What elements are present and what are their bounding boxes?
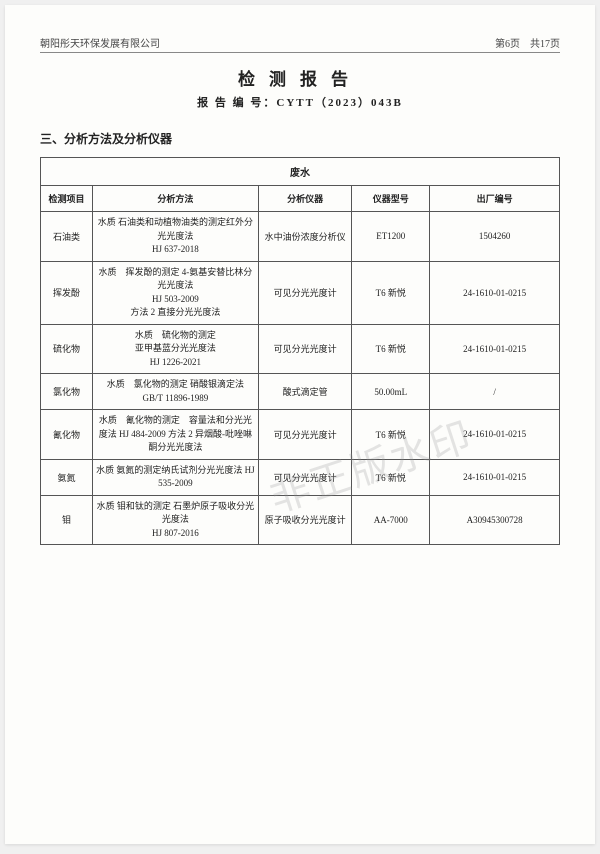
table-row: 氰化物 水质 氰化物的测定 容量法和分光光度法 HJ 484-2009 方法 2… xyxy=(41,410,560,460)
cell-serial: / xyxy=(430,374,560,410)
cell-instrument: 可见分光光度计 xyxy=(258,410,351,460)
report-title: 检测报告 xyxy=(40,65,560,90)
cell-serial: A30945300728 xyxy=(430,495,560,545)
cell-method: 水质 挥发酚的测定 4-氨基安替比林分光光度法HJ 503-2009方法 2 直… xyxy=(92,261,258,324)
cell-method: 水质 氰化物的测定 容量法和分光光度法 HJ 484-2009 方法 2 异烟酸… xyxy=(92,410,258,460)
cell-serial: 24-1610-01-0215 xyxy=(430,459,560,495)
table-caption-row: 废水 xyxy=(41,158,560,186)
table-row: 氨氮 水质 氨氮的测定纳氏试剂分光光度法 HJ 535-2009 可见分光光度计… xyxy=(41,459,560,495)
table-row: 挥发酚 水质 挥发酚的测定 4-氨基安替比林分光光度法HJ 503-2009方法… xyxy=(41,261,560,324)
col-header: 分析仪器 xyxy=(258,186,351,212)
page-header: 朝阳彤天环保发展有限公司 第6页 共17页 xyxy=(40,35,560,53)
cell-serial: 24-1610-01-0215 xyxy=(430,261,560,324)
cell-method: 水质 石油类和动植物油类的测定红外分光光度法HJ 637-2018 xyxy=(92,212,258,262)
cell-model: T6 新悦 xyxy=(352,459,430,495)
cell-model: AA-7000 xyxy=(352,495,430,545)
cell-item: 石油类 xyxy=(41,212,93,262)
cell-method: 水质 氯化物的测定 硝酸银滴定法 GB/T 11896-1989 xyxy=(92,374,258,410)
col-header: 出厂编号 xyxy=(430,186,560,212)
cell-model: T6 新悦 xyxy=(352,410,430,460)
cell-model: 50.00mL xyxy=(352,374,430,410)
page: 朝阳彤天环保发展有限公司 第6页 共17页 检测报告 报 告 编 号：CYTT（… xyxy=(5,5,595,844)
page-number: 第6页 共17页 xyxy=(495,35,560,50)
company-name: 朝阳彤天环保发展有限公司 xyxy=(40,35,160,50)
cell-method: 水质 硫化物的测定亚甲基蓝分光光度法HJ 1226-2021 xyxy=(92,324,258,374)
table-row: 氯化物 水质 氯化物的测定 硝酸银滴定法 GB/T 11896-1989 酸式滴… xyxy=(41,374,560,410)
col-header: 检测项目 xyxy=(41,186,93,212)
cell-item: 硫化物 xyxy=(41,324,93,374)
cell-instrument: 原子吸收分光光度计 xyxy=(258,495,351,545)
cell-method: 水质 氨氮的测定纳氏试剂分光光度法 HJ 535-2009 xyxy=(92,459,258,495)
cell-item: 钼 xyxy=(41,495,93,545)
cell-model: T6 新悦 xyxy=(352,324,430,374)
table-caption: 废水 xyxy=(41,158,560,186)
cell-model: T6 新悦 xyxy=(352,261,430,324)
cell-item: 氯化物 xyxy=(41,374,93,410)
cell-item: 挥发酚 xyxy=(41,261,93,324)
col-header: 仪器型号 xyxy=(352,186,430,212)
cell-item: 氰化物 xyxy=(41,410,93,460)
cell-instrument: 可见分光光度计 xyxy=(258,459,351,495)
col-header: 分析方法 xyxy=(92,186,258,212)
table-row: 硫化物 水质 硫化物的测定亚甲基蓝分光光度法HJ 1226-2021 可见分光光… xyxy=(41,324,560,374)
cell-serial: 24-1610-01-0215 xyxy=(430,324,560,374)
cell-instrument: 可见分光光度计 xyxy=(258,261,351,324)
cell-item: 氨氮 xyxy=(41,459,93,495)
cell-instrument: 水中油份浓度分析仪 xyxy=(258,212,351,262)
report-number-value: CYTT（2023）043B xyxy=(276,97,402,109)
cell-model: ET1200 xyxy=(352,212,430,262)
cell-serial: 24-1610-01-0215 xyxy=(430,410,560,460)
report-number-label: 报 告 编 号： xyxy=(197,97,276,109)
section-title: 三、分析方法及分析仪器 xyxy=(40,130,560,147)
methods-table: 废水 检测项目 分析方法 分析仪器 仪器型号 出厂编号 石油类 水质 石油类和动… xyxy=(40,157,560,545)
table-row: 钼 水质 钼和钛的测定 石墨炉原子吸收分光光度法HJ 807-2016 原子吸收… xyxy=(41,495,560,545)
cell-serial: 1504260 xyxy=(430,212,560,262)
cell-instrument: 可见分光光度计 xyxy=(258,324,351,374)
table-row: 石油类 水质 石油类和动植物油类的测定红外分光光度法HJ 637-2018 水中… xyxy=(41,212,560,262)
cell-method: 水质 钼和钛的测定 石墨炉原子吸收分光光度法HJ 807-2016 xyxy=(92,495,258,545)
report-number: 报 告 编 号：CYTT（2023）043B xyxy=(40,94,560,110)
cell-instrument: 酸式滴定管 xyxy=(258,374,351,410)
table-header-row: 检测项目 分析方法 分析仪器 仪器型号 出厂编号 xyxy=(41,186,560,212)
